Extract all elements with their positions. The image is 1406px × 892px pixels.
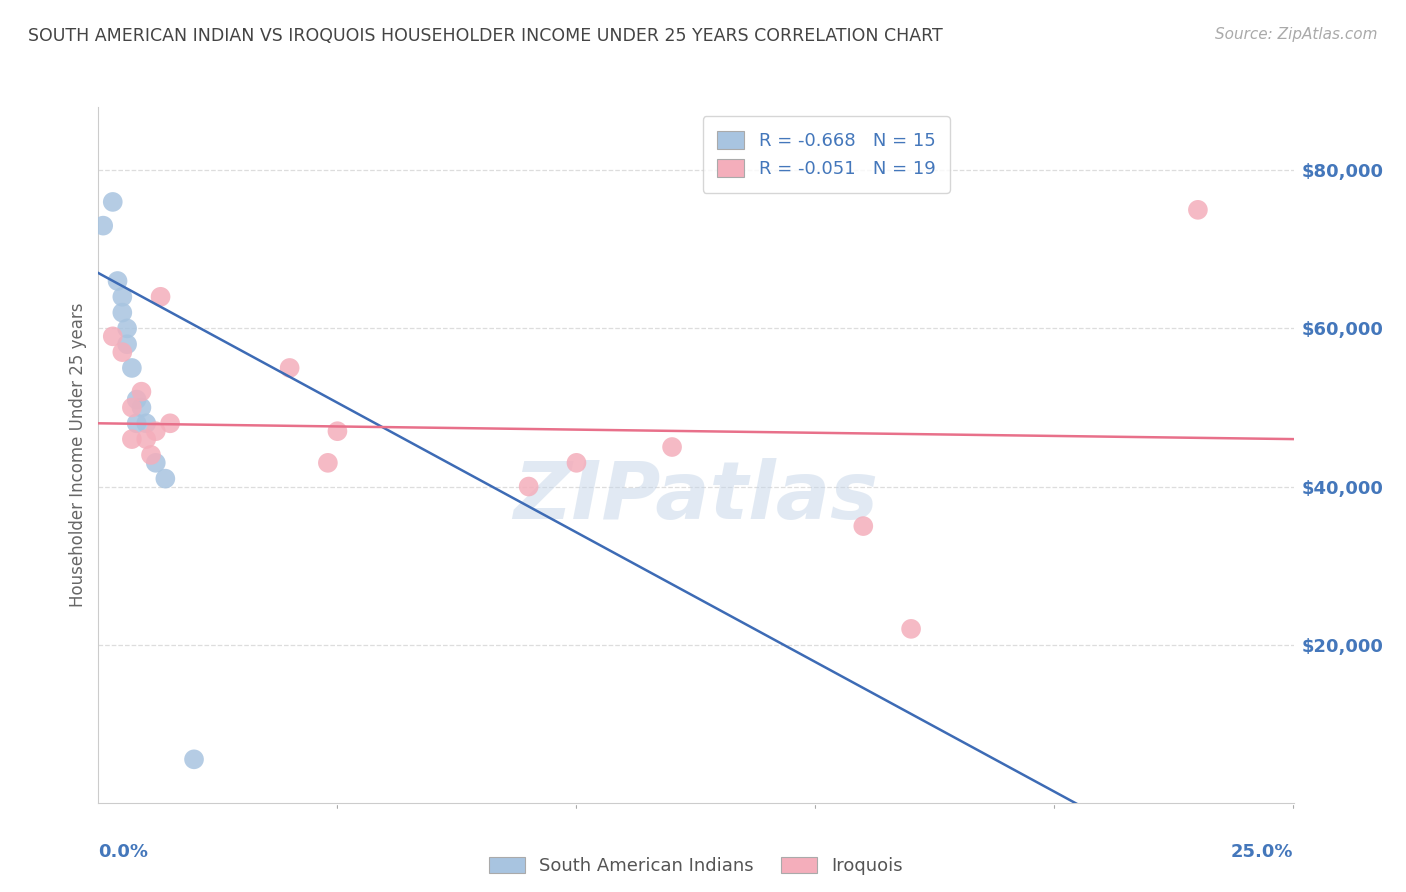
Point — [125, 417, 148, 431]
Point — [852, 519, 875, 533]
Point — [115, 337, 138, 351]
Point — [517, 479, 540, 493]
Point — [159, 417, 181, 431]
Point — [131, 384, 153, 399]
Legend: South American Indians, Iroquois: South American Indians, Iroquois — [479, 848, 912, 884]
Point — [149, 290, 172, 304]
Point — [145, 456, 167, 470]
Point — [111, 345, 134, 359]
Point — [91, 219, 114, 233]
Point — [111, 305, 134, 319]
Point — [121, 432, 143, 446]
Point — [111, 290, 134, 304]
Text: ZIPatlas: ZIPatlas — [513, 458, 879, 536]
Point — [135, 417, 157, 431]
Point — [1187, 202, 1209, 217]
Point — [125, 392, 148, 407]
Point — [900, 622, 922, 636]
Point — [278, 361, 301, 376]
Point — [121, 401, 143, 415]
Point — [107, 274, 129, 288]
Text: 0.0%: 0.0% — [98, 843, 149, 861]
Point — [121, 361, 143, 376]
Point — [115, 321, 138, 335]
Point — [135, 432, 157, 446]
Point — [316, 456, 339, 470]
Y-axis label: Householder Income Under 25 years: Householder Income Under 25 years — [69, 302, 87, 607]
Point — [565, 456, 588, 470]
Point — [101, 329, 124, 343]
Point — [661, 440, 683, 454]
Point — [183, 752, 205, 766]
Text: Source: ZipAtlas.com: Source: ZipAtlas.com — [1215, 27, 1378, 42]
Point — [145, 424, 167, 438]
Point — [101, 194, 124, 209]
Text: SOUTH AMERICAN INDIAN VS IROQUOIS HOUSEHOLDER INCOME UNDER 25 YEARS CORRELATION : SOUTH AMERICAN INDIAN VS IROQUOIS HOUSEH… — [28, 27, 943, 45]
Point — [139, 448, 162, 462]
Point — [155, 472, 177, 486]
Point — [326, 424, 349, 438]
Point — [131, 401, 153, 415]
Text: 25.0%: 25.0% — [1232, 843, 1294, 861]
